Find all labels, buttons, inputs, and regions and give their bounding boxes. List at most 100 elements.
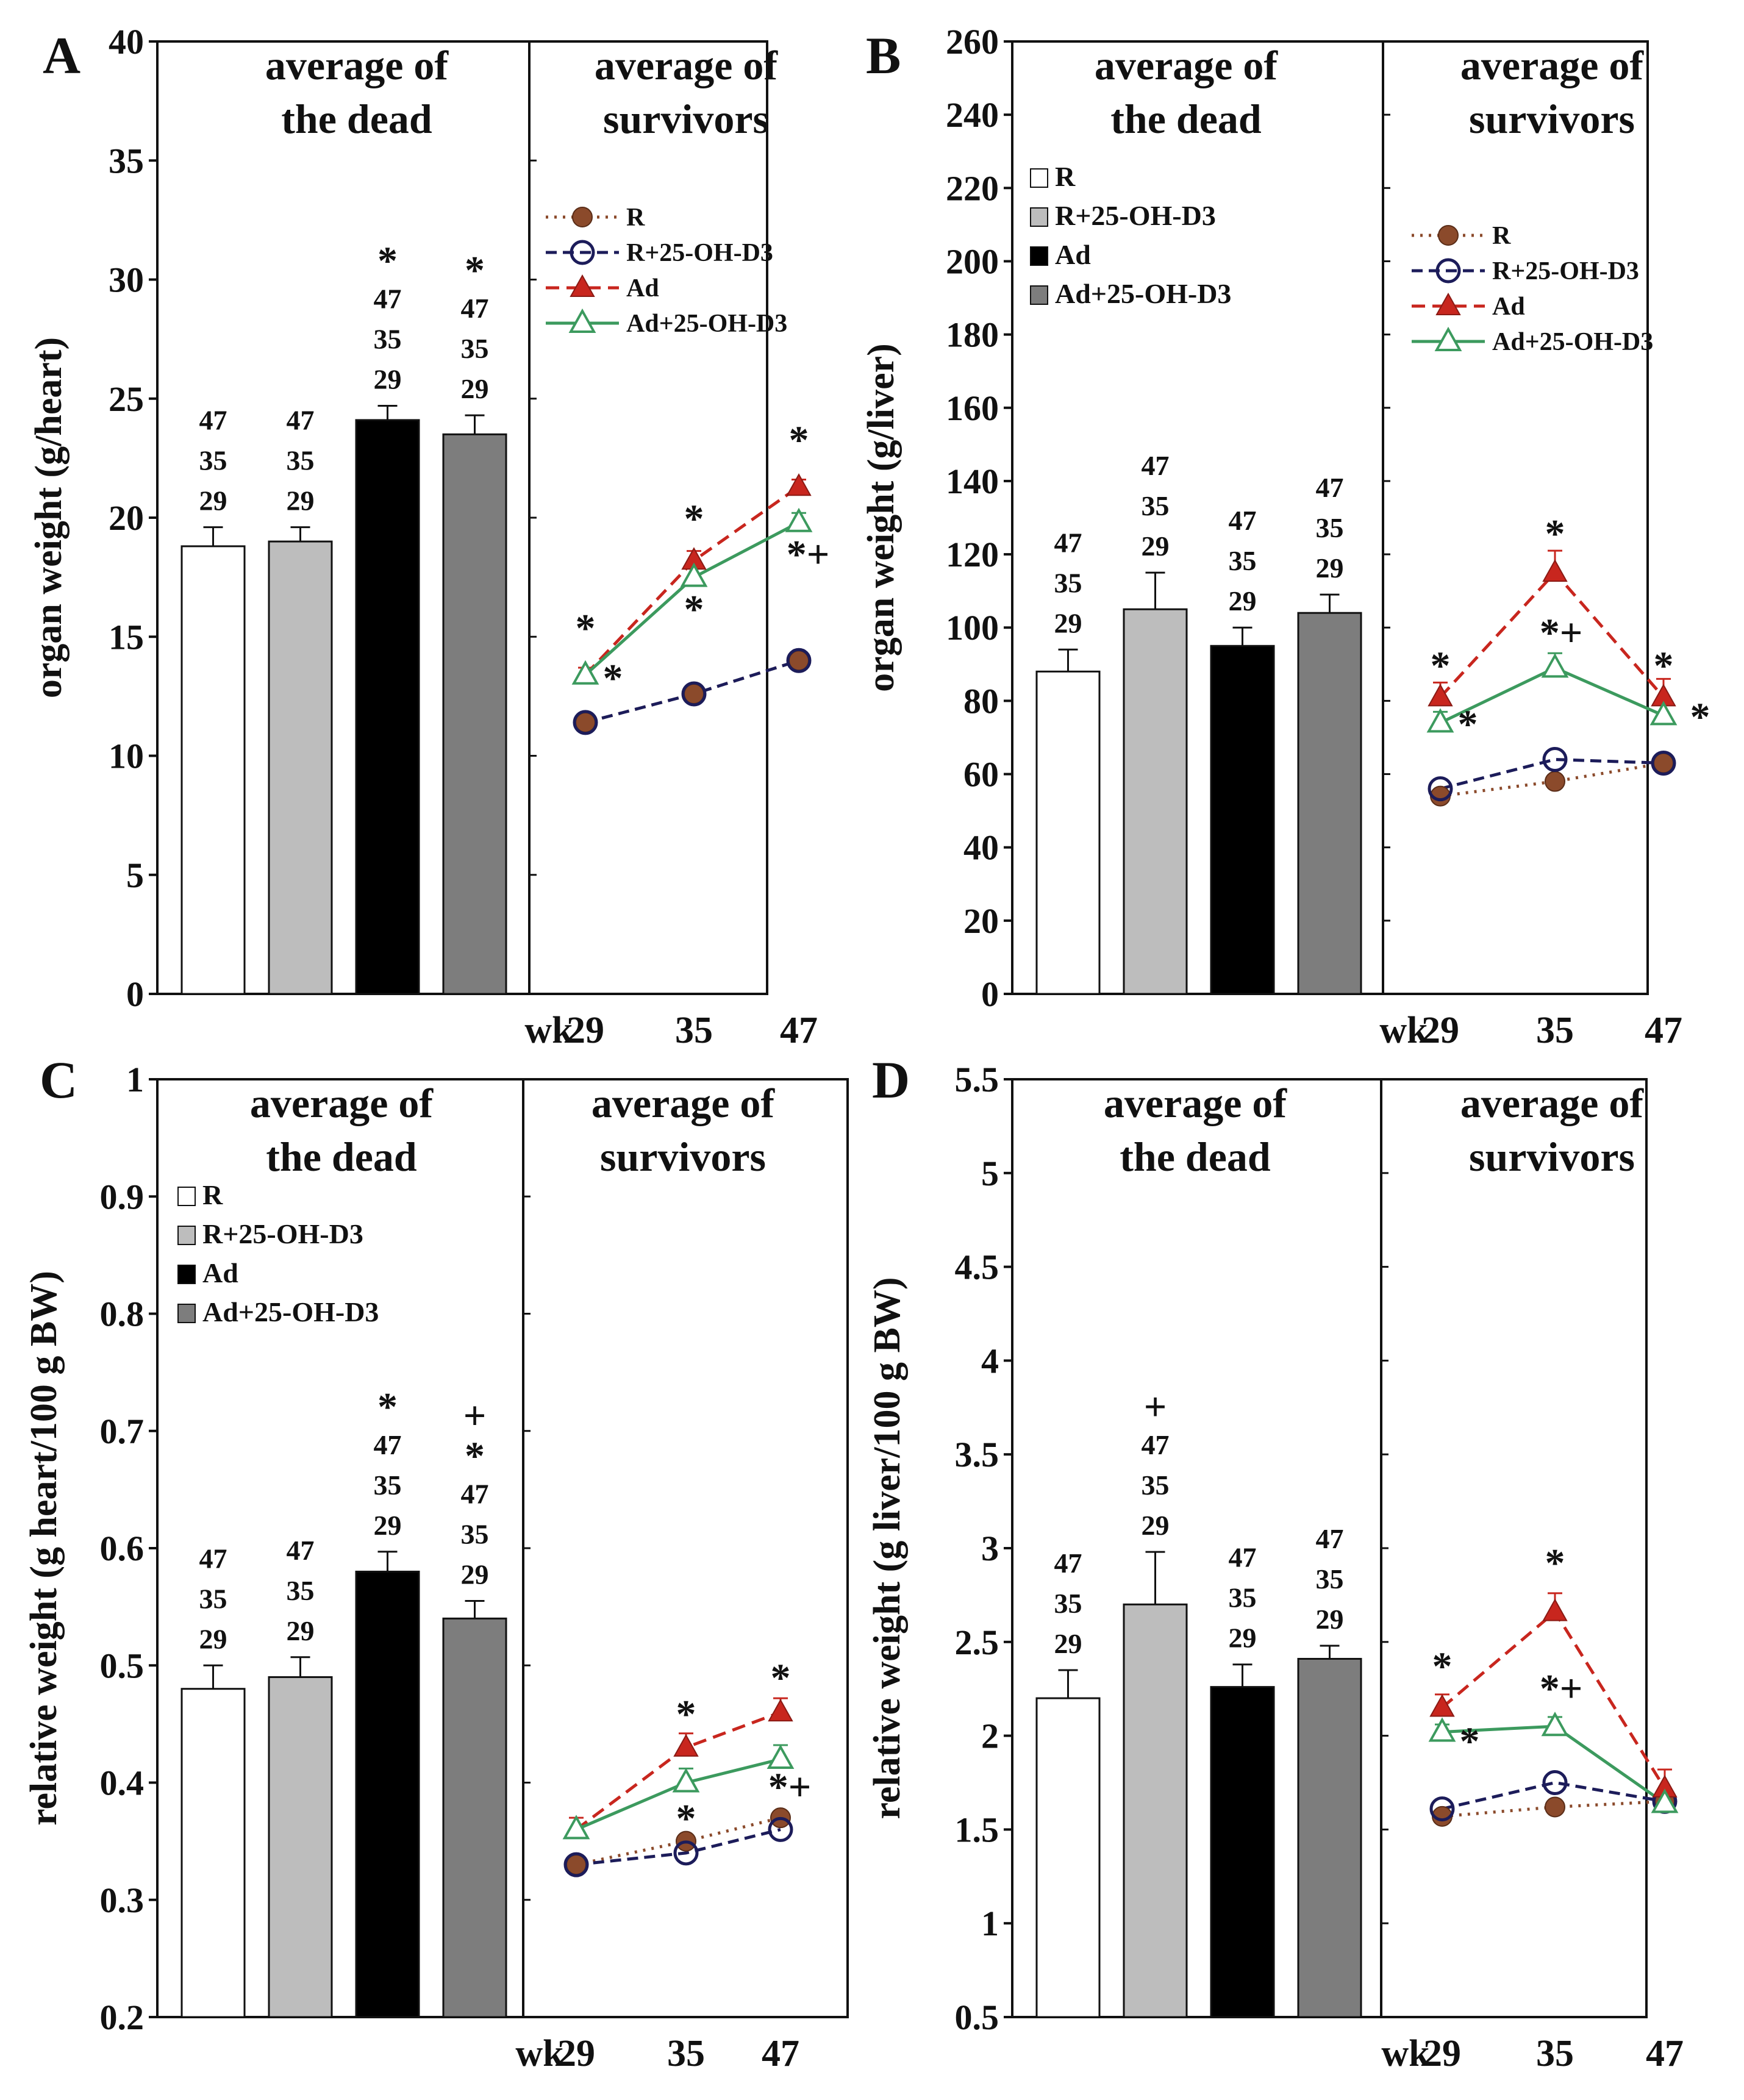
bar [180,545,246,995]
section-title-dead: average of [1104,1080,1288,1126]
y-tick-label: 0.4 [100,1763,145,1803]
series-point [1542,559,1568,582]
series-point [1541,653,1569,678]
x-prefix: wk [1379,1010,1428,1051]
y-tick-label: 260 [946,22,999,62]
bar-legend-swatch [177,1226,196,1245]
series-point [767,1744,795,1770]
section-title-dead: average of [265,42,449,88]
significance-marker: * [676,1692,696,1737]
series-point [562,1815,590,1840]
bar-label: 29 [1229,585,1257,616]
section-title-survivors: average of [1460,42,1645,88]
bar-label: 47 [1229,1542,1257,1573]
bar-label: 47 [1229,505,1257,536]
series-point [768,1699,793,1722]
series-point [768,1816,793,1842]
bar-label: 29 [1142,530,1170,562]
bar-label: 35 [1316,512,1344,543]
bar-label: * [377,238,398,283]
line-legend-marker [570,274,595,297]
y-tick-label: 0.5 [955,1998,999,2037]
x-tick-label: 29 [1423,2033,1461,2074]
panel-label: B [866,26,901,85]
bar [1210,645,1275,995]
bar [442,433,507,995]
x-prefix: wk [524,1010,573,1051]
bar-label: 47 [287,405,315,436]
bar-label: * [377,1385,398,1429]
bar-legend-swatch [177,1187,196,1206]
section-title-survivors: average of [595,42,779,88]
bar-label: 35 [374,323,402,354]
bar-label: 29 [1054,607,1082,638]
series-point [1426,708,1454,733]
bar-label: 35 [1142,490,1170,521]
y-tick-label: 1.5 [955,1810,999,1849]
bar [355,419,420,995]
significance-marker: * [789,418,809,463]
y-tick-label: 0.3 [100,1880,145,1920]
bar-label: 29 [1316,1604,1344,1635]
section-title-survivors: survivors [1469,1134,1635,1180]
bar-label: 35 [287,445,315,476]
section-title-dead: average of [1095,42,1279,88]
bar-label: 47 [374,1429,402,1460]
bar-label: 29 [1054,1628,1082,1659]
series-line [1440,757,1664,790]
bar-label: 47 [199,1543,227,1574]
y-tick-label: 20 [963,901,999,941]
section-title-survivors: survivors [1469,96,1635,142]
section-title-survivors: average of [1460,1080,1645,1126]
bar-label: 47 [1054,527,1082,558]
bar [1210,1686,1275,2018]
bar-label: 29 [1316,552,1344,584]
line-legend-marker [1438,225,1459,246]
bar-legend-label: R+25-OH-D3 [202,1218,363,1249]
y-tick-label: 5 [126,855,144,895]
bar-label: * [465,248,485,293]
bar-label: + [463,1394,487,1438]
section-title-survivors: average of [591,1080,776,1126]
x-tick-label: 29 [566,1010,604,1051]
panel-b: B 0 20 40 60 80 100 120 140 160 180 200 220 240 260 org… [860,22,1710,1051]
line-legend-label: Ad+25-OH-D3 [1492,328,1653,356]
y-tick-label: 240 [946,95,999,135]
section-title-survivors: survivors [600,1134,766,1180]
series-line [1440,762,1664,798]
y-tick-label: 160 [946,388,999,428]
section-title-dead: the dead [1110,96,1262,142]
y-tick-label: 4.5 [955,1248,999,1287]
section-title-survivors: survivors [603,96,769,142]
y-axis-title: relative weight (g liver/100 g BW) [867,1277,908,1819]
line-legend-label: R+25-OH-D3 [1492,257,1639,285]
series-point [786,473,812,496]
bar [442,1617,507,2018]
y-tick-label: 0.2 [100,1998,145,2037]
bar-label: 35 [199,1583,227,1614]
bar-legend-swatch [1030,285,1048,305]
bar-label: 35 [1316,1563,1344,1595]
bar-legend-label: R [202,1179,223,1210]
significance-marker: *+ [768,1765,812,1809]
bar-legend-swatch [1030,246,1048,266]
bar-label: 29 [374,1510,402,1541]
y-tick-label: 2.5 [955,1623,999,1662]
panel-d: D 0.5 1 1.5 2 2.5 3 3.5 4 4.5 5 5.5 relative weight … [867,1051,1684,2074]
bar [355,1570,420,2018]
section-title-dead: the dead [281,96,432,142]
y-tick-label: 0.5 [100,1646,145,1685]
bar [1123,1603,1188,2018]
line-legend-marker [568,308,596,333]
series-point [1542,1770,1568,1795]
bar-legend-label: R [1055,161,1076,192]
bar-legend-label: R+25-OH-D3 [1055,200,1216,231]
line-legend-marker [572,207,593,227]
series-point [1545,771,1565,792]
bar-label: 29 [1229,1623,1257,1654]
series-point [680,562,708,587]
line-legend-label: Ad [626,274,659,302]
y-tick-label: 80 [963,681,999,721]
y-tick-label: 30 [109,260,144,300]
